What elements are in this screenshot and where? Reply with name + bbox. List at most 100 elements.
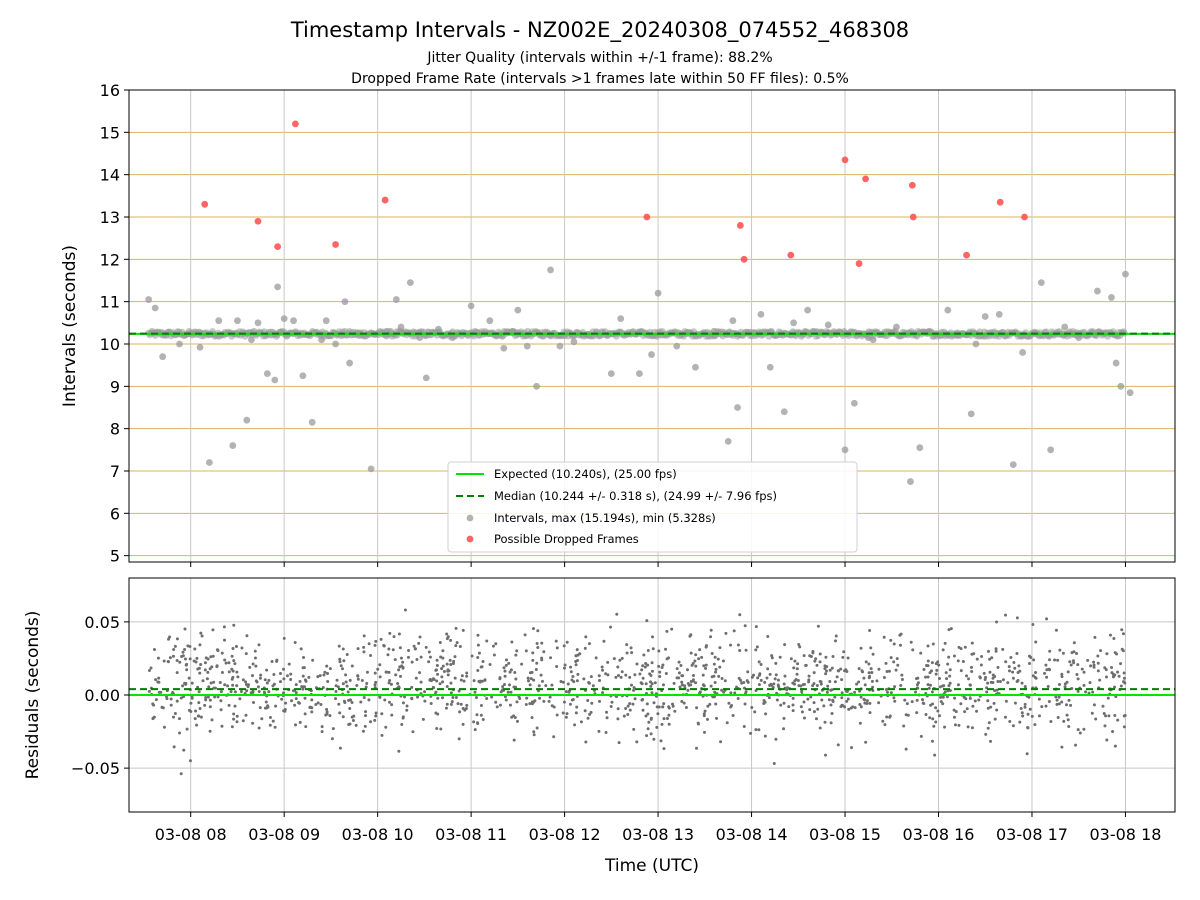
residual-point [476, 668, 480, 672]
residual-point [766, 635, 770, 639]
residual-point [385, 670, 389, 674]
residual-point [795, 672, 799, 676]
interval-point [523, 342, 531, 350]
residual-point [219, 699, 223, 703]
residual-point [579, 720, 583, 724]
residual-point [310, 698, 314, 702]
residual-point [798, 645, 802, 649]
residual-point [694, 653, 698, 657]
residual-point [320, 730, 324, 734]
interval-point [243, 416, 251, 424]
residual-point [1108, 633, 1112, 637]
residual-point [1023, 705, 1027, 709]
residual-point [808, 708, 812, 712]
residual-point [257, 726, 261, 730]
residual-point [1120, 647, 1124, 651]
residual-point [421, 717, 425, 721]
residual-point [833, 695, 837, 699]
residual-point [657, 649, 661, 653]
residual-point [263, 678, 267, 682]
residual-point [889, 638, 893, 642]
residual-point [1092, 660, 1096, 664]
residual-point [532, 678, 536, 682]
residual-point [791, 703, 795, 707]
residual-point [555, 713, 559, 717]
residual-point [823, 720, 827, 724]
residual-point [1045, 675, 1049, 679]
residual-point [855, 682, 859, 686]
residual-point [833, 680, 837, 684]
dropped-frame-point [201, 200, 209, 208]
residual-point [441, 649, 445, 653]
residual-point [209, 681, 213, 685]
residual-point [836, 743, 840, 747]
residual-point [635, 740, 639, 744]
residual-point [671, 702, 675, 706]
residual-point [1067, 698, 1071, 702]
residual-point [285, 674, 289, 678]
interval-point [1047, 446, 1055, 454]
residual-point [850, 746, 854, 750]
interval-point [449, 334, 456, 342]
residual-point [759, 678, 763, 682]
interval-point [1009, 461, 1017, 469]
residual-point [532, 730, 536, 734]
residual-point [1105, 738, 1109, 742]
residual-point [717, 674, 721, 678]
residual-point [749, 731, 753, 735]
residual-point [498, 677, 502, 681]
residual-point [197, 714, 201, 718]
residual-point [743, 702, 747, 706]
residual-point [708, 702, 712, 706]
residual-point [661, 705, 665, 709]
residual-point [341, 682, 345, 686]
residual-point [877, 701, 881, 705]
residual-point [956, 659, 960, 663]
bottom-xtick-label: 03-08 15 [809, 825, 881, 844]
interval-point [724, 437, 732, 445]
residual-point [224, 661, 228, 665]
residual-point [738, 649, 742, 653]
residual-point [299, 647, 303, 651]
residual-point [871, 685, 875, 689]
residual-point [893, 699, 897, 703]
residual-point [529, 677, 533, 681]
residual-point [207, 685, 211, 689]
residual-point [453, 655, 457, 659]
residual-point [391, 648, 395, 652]
residual-point [232, 659, 236, 663]
residual-point [1060, 675, 1064, 679]
residual-point [226, 684, 230, 688]
residual-point [679, 663, 683, 667]
residual-point [491, 644, 495, 648]
residual-point [330, 737, 334, 741]
residual-point [485, 639, 489, 643]
interval-point [972, 340, 980, 348]
residual-point [272, 682, 276, 686]
residual-point [435, 658, 439, 662]
residual-point [575, 679, 579, 683]
residual-point [605, 716, 609, 720]
residual-point [479, 704, 483, 708]
residual-point [651, 647, 655, 651]
residual-point [643, 665, 647, 669]
residual-point [815, 684, 819, 688]
residual-point [622, 714, 626, 718]
residual-point [718, 646, 722, 650]
residual-point [410, 660, 414, 664]
residual-point [791, 696, 795, 700]
residual-point [598, 679, 602, 683]
residual-point [535, 726, 539, 730]
residual-point [194, 709, 198, 713]
residual-point [769, 682, 773, 686]
residual-point [206, 657, 210, 661]
residual-point [231, 669, 235, 673]
residual-point [446, 669, 450, 673]
residual-point [869, 646, 873, 650]
residual-point [504, 663, 508, 667]
residual-point [334, 689, 338, 693]
residual-point [175, 659, 179, 663]
residual-point [399, 656, 403, 660]
residual-point [364, 714, 368, 718]
residual-point [649, 717, 653, 721]
